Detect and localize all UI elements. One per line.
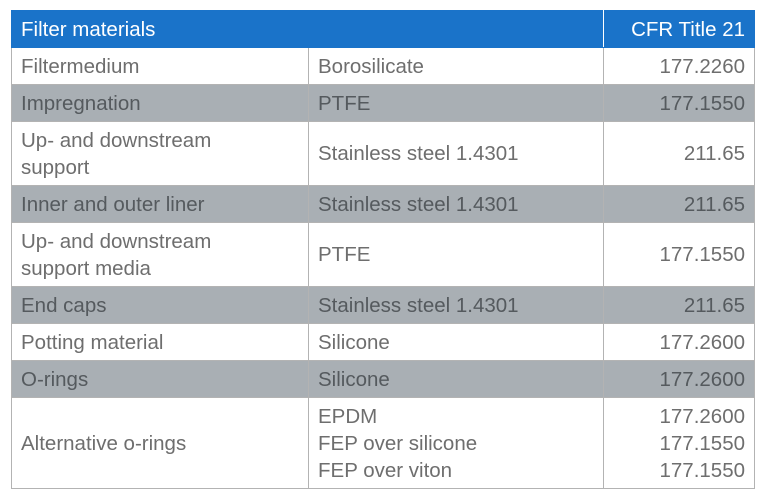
cfr-line: 177.1550 (659, 458, 746, 482)
material-cell: EPDM FEP over silicone FEP over viton (307, 397, 605, 489)
table-row: Filtermedium Borosilicate 177.2260 (11, 47, 756, 85)
table-row: Up- and downstream support media PTFE 17… (11, 222, 756, 287)
cfr-cell: 177.2600 177.1550 177.1550 (603, 397, 756, 489)
material-line: FEP over viton (318, 458, 453, 482)
material-line: FEP over silicone (318, 431, 478, 455)
component-cell: Up- and downstream support (11, 121, 309, 186)
component-line: Up- and downstream (21, 229, 212, 253)
table-row: Alternative o-rings EPDM FEP over silico… (11, 397, 756, 489)
component-cell: O-rings (11, 360, 309, 398)
cfr-cell: 211.65 (603, 286, 756, 324)
material-cell: PTFE (307, 222, 605, 287)
table-row: Impregnation PTFE 177.1550 (11, 84, 756, 122)
table-row: Potting material Silicone 177.2600 (11, 323, 756, 361)
component-line: support media (21, 256, 151, 280)
material-cell: Stainless steel 1.4301 (307, 121, 605, 186)
material-cell: Silicone (307, 323, 605, 361)
cfr-line: 177.2600 (659, 404, 746, 428)
cfr-cell: 177.1550 (603, 84, 756, 122)
component-cell: Potting material (11, 323, 309, 361)
cfr-cell: 211.65 (603, 185, 756, 223)
filter-materials-table: Filter materials CFR Title 21 Filtermedi… (10, 10, 756, 489)
material-cell: Borosilicate (307, 47, 605, 85)
header-filter-materials: Filter materials (10, 10, 605, 48)
cfr-line: 177.1550 (659, 431, 746, 455)
component-line: support (21, 155, 90, 179)
material-cell: PTFE (307, 84, 605, 122)
component-line: Up- and downstream (21, 128, 212, 152)
table-header-row: Filter materials CFR Title 21 (10, 10, 756, 48)
table-row: Inner and outer liner Stainless steel 1.… (11, 185, 756, 223)
material-cell: Silicone (307, 360, 605, 398)
component-cell: Filtermedium (11, 47, 309, 85)
cfr-cell: 177.1550 (603, 222, 756, 287)
component-cell: End caps (11, 286, 309, 324)
material-cell: Stainless steel 1.4301 (307, 286, 605, 324)
cfr-cell: 177.2260 (603, 47, 756, 85)
material-cell: Stainless steel 1.4301 (307, 185, 605, 223)
cfr-cell: 177.2600 (603, 323, 756, 361)
component-cell: Up- and downstream support media (11, 222, 309, 287)
table-row: Up- and downstream support Stainless ste… (11, 121, 756, 186)
material-line: EPDM (318, 404, 378, 428)
table-row: End caps Stainless steel 1.4301 211.65 (11, 286, 756, 324)
component-cell: Impregnation (11, 84, 309, 122)
header-cfr-title: CFR Title 21 (603, 10, 756, 48)
table-row: O-rings Silicone 177.2600 (11, 360, 756, 398)
component-cell: Alternative o-rings (11, 397, 309, 489)
cfr-cell: 211.65 (603, 121, 756, 186)
component-cell: Inner and outer liner (11, 185, 309, 223)
cfr-cell: 177.2600 (603, 360, 756, 398)
